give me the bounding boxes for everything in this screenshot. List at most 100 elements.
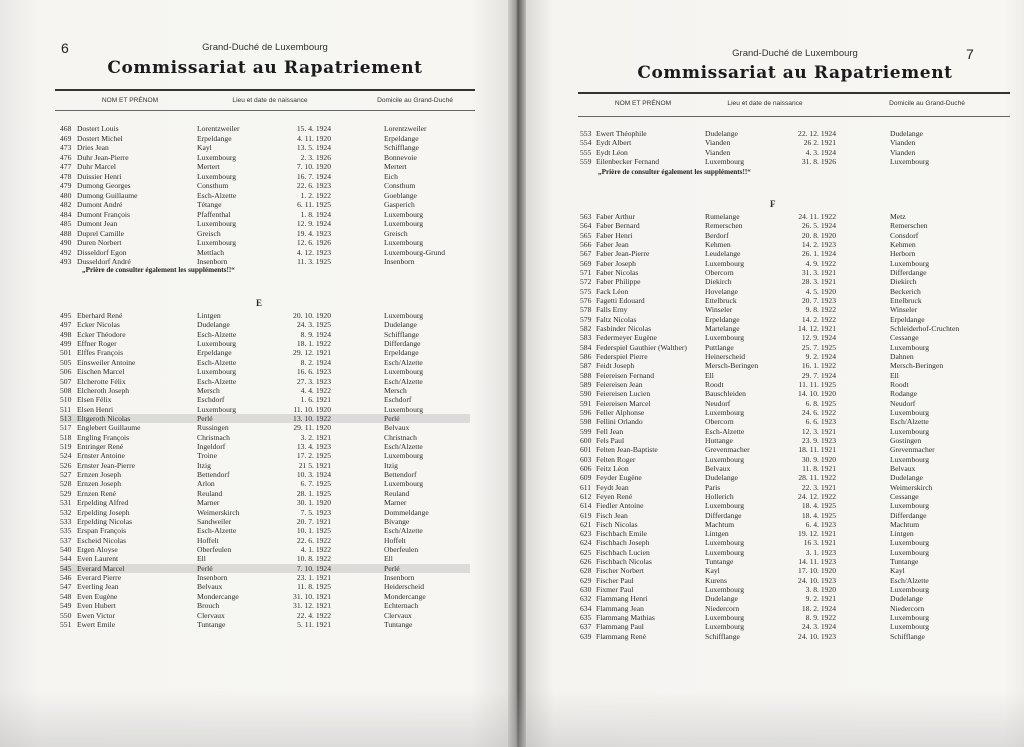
- person-number: 485: [60, 219, 72, 228]
- person-name: Duprel Camille: [77, 228, 125, 238]
- person-name: Faltz Nicolas: [596, 314, 637, 324]
- birth-date: 16. 7. 1924: [296, 171, 331, 181]
- table-row: 579 Faltz Nicolas Erpeldange 14. 2. 1922 Erp…: [580, 315, 1010, 324]
- table-row: 524 Ernster Antoine Troine 17. 2. 1925 Luxem…: [60, 451, 470, 460]
- birth-place: Luxembourg: [705, 333, 745, 343]
- table-row: 614 Fiedler Antoine Luxembourg 18. 4. 1925 L…: [580, 501, 1010, 510]
- person-name: Faber Jean: [596, 239, 629, 249]
- birth-date: 23. 1. 1921: [296, 573, 331, 583]
- birth-place: Schifflange: [705, 631, 740, 641]
- person-name: Elsen Félix: [77, 395, 112, 405]
- domicile: Echternach: [384, 601, 419, 611]
- person-number: 526: [60, 460, 72, 470]
- birth-place: Brouch: [197, 601, 220, 611]
- birth-place: Esch-Alzette: [197, 190, 237, 200]
- person-name: Fagetti Edouard: [596, 295, 645, 305]
- table-row: 508 Elcheroth Joseph Mersch 4. 4. 1922 Mersc…: [60, 386, 470, 395]
- list-section-d: 468 Dostert Louis Lorentzweiler 15. 4. 1924…: [60, 124, 470, 267]
- domicile: Consthum: [384, 181, 416, 190]
- table-row: 473 Dries Jean Kayl 13. 5. 1924 Schifflange: [60, 143, 470, 153]
- person-number: 479: [60, 181, 72, 190]
- person-number: 571: [580, 267, 592, 277]
- person-number: 582: [580, 323, 592, 333]
- birth-date: 16. 1. 1922: [801, 361, 836, 371]
- table-row: 576 Fagetti Edouard Ettelbruck 20. 7. 1923 E…: [580, 296, 1010, 305]
- birth-place: Mertert: [197, 162, 220, 171]
- domicile: Tuntange: [384, 619, 413, 629]
- person-number: 578: [580, 305, 592, 315]
- domicile: Oberfeulen: [384, 544, 419, 554]
- birth-place: Esch-Alzette: [197, 376, 237, 386]
- person-name: Duhr Jean-Pierre: [77, 152, 129, 162]
- birth-place: Luxembourg: [705, 156, 745, 166]
- person-number: 600: [580, 435, 592, 445]
- header-rule: [55, 110, 475, 111]
- birth-place: Luxembourg: [705, 585, 745, 595]
- birth-date: 10. 1. 1925: [296, 526, 331, 536]
- birth-date: 26. 5. 1924: [801, 221, 836, 231]
- birth-place: Vianden: [705, 147, 731, 157]
- person-number: 540: [60, 544, 72, 554]
- birth-place: Grevenmacher: [705, 445, 750, 455]
- domicile: Dudelange: [890, 473, 923, 483]
- birth-place: Russingen: [197, 423, 229, 433]
- person-number: 575: [580, 286, 592, 296]
- birth-place: Ettelbruck: [705, 295, 737, 305]
- table-row: 630 Fixmer Paul Luxembourg 3. 8. 1920 Luxemb…: [580, 585, 1010, 594]
- person-number: 591: [580, 398, 592, 408]
- person-name: Erspan François: [77, 526, 127, 536]
- birth-place: Remerschen: [705, 221, 743, 231]
- list-section-f: 563 Faber Arthur Rumelange 24. 11. 1922 Metz…: [580, 212, 1010, 641]
- person-name: Fisch Jean: [596, 510, 628, 520]
- domicile: Dudelange: [890, 129, 923, 138]
- person-number: 621: [580, 519, 592, 529]
- person-name: Ewert Emile: [77, 619, 116, 629]
- person-name: Faber Joseph: [596, 258, 636, 268]
- table-row: 598 Fellini Orlando Obercorn 6. 6. 1923 Esch…: [580, 417, 1010, 426]
- person-name: Eberhard René: [77, 311, 123, 320]
- table-row: 639 Flammang René Schifflange 24. 10. 1923 S…: [580, 632, 1010, 641]
- list-section-e: 495 Eberhard René Lintgen 20. 10. 1920 Luxem…: [60, 311, 470, 629]
- table-row: 588 Feiereisen Fernand Ell 29. 7. 1924 Ell: [580, 371, 1010, 380]
- person-name: Fischbach Joseph: [596, 538, 650, 548]
- domicile: Luxembourg: [890, 622, 930, 632]
- birth-date: 23. 9. 1923: [801, 435, 836, 445]
- birth-place: Luxembourg: [705, 454, 745, 464]
- person-number: 551: [60, 619, 72, 629]
- domicile: Weimerskirch: [890, 482, 933, 492]
- person-number: 553: [580, 129, 592, 138]
- person-name: Dostert Michel: [77, 133, 123, 143]
- domicile: Dahnen: [890, 351, 914, 361]
- person-number: 482: [60, 200, 72, 209]
- birth-place: Ell: [197, 554, 206, 564]
- birth-place: Machtum: [705, 519, 735, 529]
- domicile: Cessange: [890, 491, 919, 501]
- table-row: 528 Ernzen Joseph Arlon 6. 7. 1925 Luxembour…: [60, 479, 470, 488]
- birth-place: Kurens: [705, 575, 727, 585]
- birth-date: 21 5. 1921: [298, 460, 331, 470]
- birth-date: 28. 1. 1925: [296, 488, 331, 498]
- domicile: Schifflange: [384, 143, 419, 152]
- person-name: Duren Norbert: [77, 238, 122, 247]
- table-row: 628 Fischer Norbert Kayl 17. 10. 1920 Kayl: [580, 566, 1010, 575]
- domicile: Esch/Alzette: [384, 442, 423, 452]
- person-number: 506: [60, 367, 72, 377]
- domicile: Luxembourg-Grund: [384, 247, 446, 257]
- birth-date: 22. 3. 1921: [801, 482, 836, 492]
- domicile: Erpeldange: [384, 133, 419, 143]
- birth-place: Luxembourg: [197, 219, 237, 228]
- table-row: 488 Duprel Camille Greisch 19. 4. 1923 Greis…: [60, 229, 470, 239]
- person-name: Erpelding Nicolas: [77, 516, 133, 526]
- table-row: 505 Einsweiler Antoine Esch-Alzette 8. 2. 1…: [60, 358, 470, 367]
- birth-date: 3. 2. 1921: [300, 432, 331, 442]
- birth-place: Kayl: [705, 566, 720, 576]
- domicile: Clervaux: [384, 610, 412, 620]
- table-row: 624 Fischbach Joseph Luxembourg 16 3. 1921 L…: [580, 538, 1010, 547]
- person-name: Falls Erny: [596, 305, 628, 315]
- domicile: Luxembourg: [890, 613, 930, 623]
- birth-place: Luxembourg: [705, 622, 745, 632]
- person-name: Dumont François: [77, 209, 130, 219]
- table-row: 603 Felten Roger Luxembourg 30. 9. 1920 Luxe…: [580, 455, 1010, 464]
- birth-place: Insenborn: [197, 257, 228, 266]
- domicile: Herborn: [890, 249, 916, 259]
